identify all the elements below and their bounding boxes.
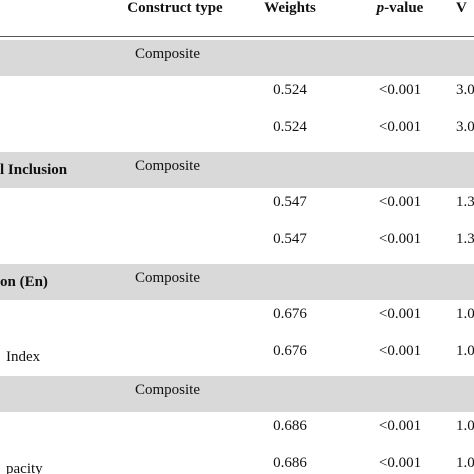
weight: 0.524 xyxy=(273,82,307,98)
row-label: Index xyxy=(6,349,41,365)
construct-type: Composite xyxy=(135,382,201,398)
weight: 0.676 xyxy=(273,343,307,359)
group-band xyxy=(0,152,474,188)
weight: 0.686 xyxy=(273,418,307,434)
p-value: <0.001 xyxy=(378,455,422,471)
p-value: <0.001 xyxy=(378,231,422,247)
vif: 1.0 xyxy=(456,418,474,434)
italic-part: p xyxy=(376,0,385,16)
vif: 3.0 xyxy=(456,82,474,98)
p-value: <0.001 xyxy=(378,194,422,210)
vif: 1.0 xyxy=(456,455,474,471)
weight: 0.686 xyxy=(273,455,307,471)
p-value: <0.001 xyxy=(378,418,422,434)
column-header: Construct type xyxy=(127,0,223,16)
p-value: <0.001 xyxy=(378,119,422,135)
text-part: -value xyxy=(384,0,424,16)
column-header: Weights xyxy=(264,0,316,16)
group-band xyxy=(0,376,474,412)
weight: 0.547 xyxy=(273,231,307,247)
p-value: <0.001 xyxy=(378,343,422,359)
construct-type: Composite xyxy=(135,158,201,174)
construct-type: Composite xyxy=(135,46,201,62)
vif: 1.0 xyxy=(456,343,474,359)
header-rule xyxy=(0,36,474,37)
p-value: <0.001 xyxy=(378,306,422,322)
column-header: V xyxy=(456,0,467,16)
group-band xyxy=(0,264,474,300)
group-label: on (En) xyxy=(0,274,48,290)
construct-type: Composite xyxy=(135,270,201,286)
vif: 1.3 xyxy=(456,231,474,247)
vif: 3.0 xyxy=(456,119,474,135)
vif: 1.0 xyxy=(456,306,474,322)
row-label: pacity xyxy=(6,461,43,474)
p-value: <0.001 xyxy=(378,82,422,98)
vif: 1.3 xyxy=(456,194,474,210)
weight: 0.524 xyxy=(273,119,307,135)
weight: 0.676 xyxy=(273,306,307,322)
column-header: p-value xyxy=(377,0,424,17)
group-band xyxy=(0,40,474,76)
weight: 0.547 xyxy=(273,194,307,210)
group-label: l Inclusion xyxy=(0,162,68,178)
